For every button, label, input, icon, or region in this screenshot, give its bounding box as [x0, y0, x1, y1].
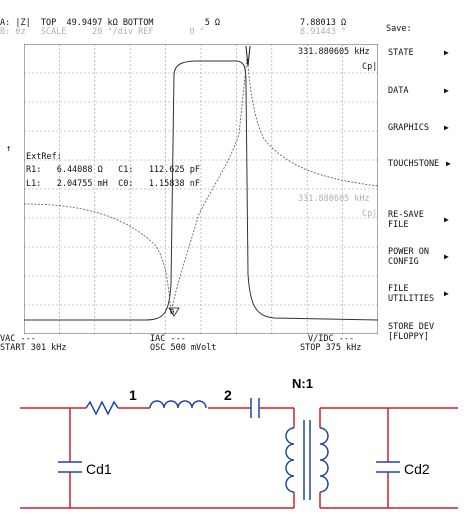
marker-frequency: 331.880605 kHz: [298, 47, 370, 57]
circuit-components: [58, 398, 400, 500]
vidc-label: V/IDC ---: [308, 334, 355, 344]
circuit-wires: [20, 407, 458, 509]
menu-graphics-label: GRAPHICS: [388, 123, 429, 133]
menu-touchstone-label: TOUCHSTONE: [388, 159, 440, 169]
menu-power-on-config[interactable]: POWER ON CONFIG ▶: [388, 247, 449, 267]
impedance-magnitude-trace: [24, 60, 378, 321]
menu-graphics[interactable]: GRAPHICS ▶: [388, 123, 449, 133]
trace-a-header: A: |Z| TOP 49.9497 kΩ BOTTOM 5 Ω: [0, 18, 221, 28]
menu-file-utilities-label: FILE UTILITIES: [388, 284, 435, 304]
resistor-r1: [85, 400, 119, 416]
menu-re-save-file[interactable]: RE-SAVE FILE ▶: [388, 210, 449, 230]
chevron-right-icon: ▶: [444, 289, 449, 298]
save-label: Save:: [386, 24, 412, 34]
phase-trace: [24, 57, 378, 315]
trace-a-marker-value: 7.88013 Ω: [300, 18, 347, 28]
chevron-right-icon: ▶: [444, 252, 449, 261]
chevron-right-icon: ▶: [444, 86, 449, 95]
menu-file-utilities[interactable]: FILE UTILITIES ▶: [388, 284, 449, 304]
equivalent-circuit: 1 2 N:1 Cd1 Cd2: [20, 376, 458, 509]
l1-c0-values: L1: 2.04755 mH C0: 1.15838 nF: [26, 179, 200, 189]
r1-c1-values: R1: 6.44088 Ω C1: 112.625 pF: [26, 165, 200, 175]
transformer-secondary-coil: [319, 427, 329, 493]
cd2-label: Cd2: [404, 461, 430, 477]
stop-frequency: STOP 375 kHz: [300, 343, 362, 353]
marker-mode-faint: Cp|: [362, 209, 378, 219]
node-2-label: 2: [224, 387, 232, 403]
menu-power-on-config-label: POWER ON CONFIG: [388, 247, 429, 267]
turns-ratio-label: N:1: [292, 376, 313, 391]
marker-frequency-faint: 331.880605 kHz: [298, 194, 370, 204]
vac-label: VAC ---: [0, 334, 36, 344]
chevron-right-icon: ▶: [446, 159, 451, 168]
marker-mode: Cp|: [362, 62, 378, 72]
menu-state-label: STATE: [388, 48, 414, 58]
marker-indicator: [245, 45, 251, 67]
marker-number: 0: [170, 308, 174, 316]
menu-store-dev[interactable]: STORE DEV [FLOPPY]: [388, 322, 434, 342]
inductor-l1: [149, 400, 207, 409]
plot-grid: [24, 44, 378, 334]
ext-ref-label: ExtRef:: [26, 152, 62, 162]
menu-data-label: DATA: [388, 86, 409, 96]
marker-triangle: [168, 307, 180, 317]
menu-re-save-file-label: RE-SAVE FILE: [388, 210, 424, 230]
scroll-up-icon[interactable]: ↑: [6, 144, 12, 154]
node-1-label: 1: [129, 387, 137, 403]
chevron-right-icon: ▶: [444, 215, 449, 224]
start-frequency: START 301 kHz: [0, 343, 67, 353]
transformer-primary-coil: [285, 427, 295, 493]
menu-store-dev-label: STORE DEV [FLOPPY]: [388, 322, 435, 342]
menu-data[interactable]: DATA ▶: [388, 86, 449, 96]
impedance-plot: 0: [24, 44, 378, 334]
menu-touchstone[interactable]: TOUCHSTONE ▶: [388, 159, 451, 169]
menu-state[interactable]: STATE ▶: [388, 48, 449, 58]
chevron-right-icon: ▶: [444, 48, 449, 57]
trace-b-marker-value: 8.91443 °: [300, 27, 347, 37]
trace-b-header: B: θz SCALE 20 °/div REF 0 °: [0, 27, 205, 37]
chevron-right-icon: ▶: [444, 123, 449, 132]
oscillator-level: OSC 500 mVolt: [150, 343, 217, 353]
iac-label: IAC ---: [150, 334, 186, 344]
cd1-label: Cd1: [86, 461, 112, 477]
